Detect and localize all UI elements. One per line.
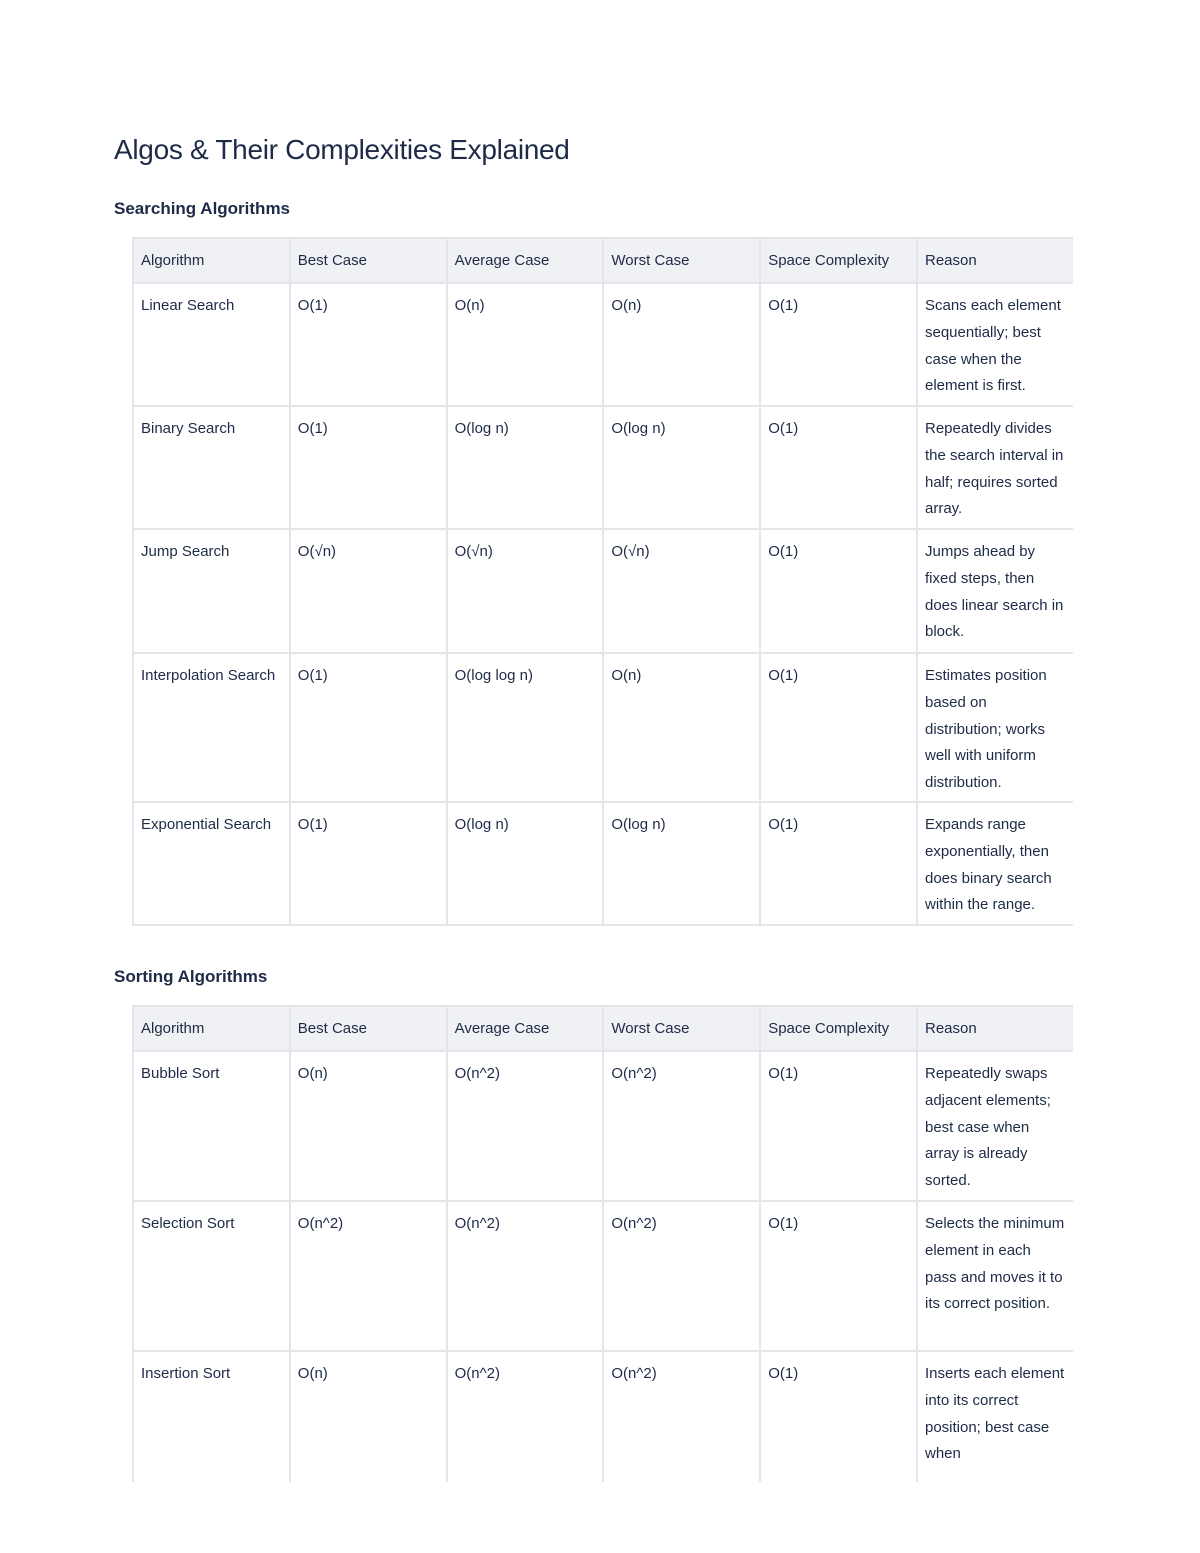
complexity-table: Algorithm Best Case Average Case Worst Case… xyxy=(132,237,1073,926)
table-cell: O(1) xyxy=(759,1200,918,1352)
table-cell: Jump Search xyxy=(132,528,291,654)
table-cell: O(1) xyxy=(759,1350,918,1482)
table-cell: Interpolation Search xyxy=(132,652,291,803)
column-header: Reason xyxy=(915,1005,1073,1052)
table-cell: O(n^2) xyxy=(445,1050,605,1202)
table-cell: Exponential Search xyxy=(132,801,291,926)
table-cell: O(√n) xyxy=(288,528,448,654)
table-cell: O(n^2) xyxy=(602,1350,762,1482)
section-heading-searching: Searching Algorithms xyxy=(114,199,291,218)
table-cell: Repeatedly divides the search interval i… xyxy=(915,405,1073,530)
table-row: Binary Search O(1) O(log n) O(log n) O(1) Rep… xyxy=(132,405,1073,530)
column-header: Worst Case xyxy=(602,1005,762,1052)
column-header: Algorithm xyxy=(132,237,291,284)
column-header: Average Case xyxy=(445,1005,605,1052)
complexity-table: Algorithm Best Case Average Case Worst Case… xyxy=(132,1005,1073,1482)
table-row: Jump Search O(√n) O(√n) O(√n) O(1) Jumps ahea… xyxy=(132,528,1073,654)
table-cell: O(1) xyxy=(288,282,448,407)
table-cell: O(1) xyxy=(759,801,918,926)
table-row: Bubble Sort O(n) O(n^2) O(n^2) O(1) Repeatedl… xyxy=(132,1050,1073,1202)
table-cell: O(log n) xyxy=(445,801,605,926)
table-cell: O(n) xyxy=(445,282,605,407)
column-header: Best Case xyxy=(288,237,448,284)
table-cell: Inserts each element into its correct po… xyxy=(915,1350,1073,1482)
table-cell: O(√n) xyxy=(445,528,605,654)
table-cell: O(1) xyxy=(759,528,918,654)
section-heading-sorting: Sorting Algorithms xyxy=(114,967,268,986)
table-row: Interpolation Search O(1) O(log log n) O(n)… xyxy=(132,652,1073,803)
page-title: Algos & Their Complexities Explained xyxy=(114,134,570,165)
table-row: Selection Sort O(n^2) O(n^2) O(n^2) O(1) Sele… xyxy=(132,1200,1073,1352)
table-cell: Estimates position based on distribution… xyxy=(915,652,1073,803)
table-cell: Bubble Sort xyxy=(132,1050,291,1202)
column-header: Best Case xyxy=(288,1005,448,1052)
table-cell: Linear Search xyxy=(132,282,291,407)
table-cell: O(n) xyxy=(288,1050,448,1202)
table-cell: Scans each element sequentially; best ca… xyxy=(915,282,1073,407)
table-cell: O(n) xyxy=(602,282,762,407)
table-row: Insertion Sort O(n) O(n^2) O(n^2) O(1) Insert… xyxy=(132,1350,1073,1482)
table-cell: O(n) xyxy=(288,1350,448,1482)
table-cell: O(√n) xyxy=(602,528,762,654)
table-cell: O(1) xyxy=(759,282,918,407)
table-row: Linear Search O(1) O(n) O(n) O(1) Scans each … xyxy=(132,282,1073,407)
column-header: Reason xyxy=(915,237,1073,284)
table-cell: O(n^2) xyxy=(445,1200,605,1352)
table-cell: Selects the minimum element in each pass… xyxy=(915,1200,1073,1352)
searching-table: Algorithm Best Case Average Case Worst Case… xyxy=(132,237,1073,927)
table-cell: Jumps ahead by fixed steps, then does li… xyxy=(915,528,1073,654)
column-header: Average Case xyxy=(445,237,605,284)
table-cell: O(1) xyxy=(759,405,918,530)
table-cell: O(1) xyxy=(288,652,448,803)
table-cell: O(n^2) xyxy=(445,1350,605,1482)
table-cell: O(n^2) xyxy=(602,1200,762,1352)
table-cell: Expands range exponentially, then does b… xyxy=(915,801,1073,926)
table-cell: O(1) xyxy=(288,405,448,530)
table-cell: O(1) xyxy=(288,801,448,926)
table-cell: O(n^2) xyxy=(602,1050,762,1202)
table-cell: Repeatedly swaps adjacent elements; best… xyxy=(915,1050,1073,1202)
column-header: Space Complexity xyxy=(759,237,918,284)
column-header: Worst Case xyxy=(602,237,762,284)
table-cell: O(log log n) xyxy=(445,652,605,803)
sorting-table: Algorithm Best Case Average Case Worst Case… xyxy=(132,1005,1073,1482)
table-row: Exponential Search O(1) O(log n) O(log n) O(… xyxy=(132,801,1073,926)
table-cell: O(1) xyxy=(759,1050,918,1202)
header-row: Algorithm Best Case Average Case Worst Case… xyxy=(132,237,1073,284)
table-cell: Selection Sort xyxy=(132,1200,291,1352)
table-cell: O(log n) xyxy=(602,801,762,926)
table-cell: Insertion Sort xyxy=(132,1350,291,1482)
column-header: Algorithm xyxy=(132,1005,291,1052)
table-cell: O(1) xyxy=(759,652,918,803)
table-cell: O(log n) xyxy=(445,405,605,530)
table-cell: O(log n) xyxy=(602,405,762,530)
table-cell: O(n^2) xyxy=(288,1200,448,1352)
table-cell: Binary Search xyxy=(132,405,291,530)
table-cell: O(n) xyxy=(602,652,762,803)
header-row: Algorithm Best Case Average Case Worst Case… xyxy=(132,1005,1073,1052)
column-header: Space Complexity xyxy=(759,1005,918,1052)
